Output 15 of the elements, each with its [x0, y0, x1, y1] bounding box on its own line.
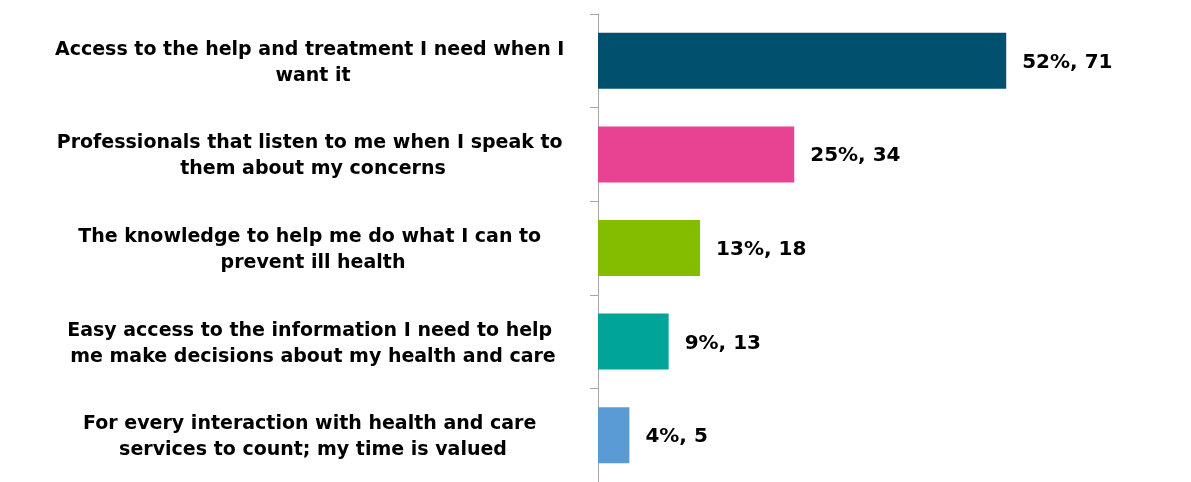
bar — [598, 220, 701, 276]
y-tick-label: For every interaction with health and care services to count; my time is valued — [83, 411, 543, 460]
data-label: 52%, 71 — [1022, 48, 1113, 73]
y-tick-label: Professionals that listen to me when I speak to them about my concerns — [56, 130, 570, 179]
data-label: 13%, 18 — [716, 236, 807, 260]
data-label: 4%, 5 — [645, 423, 708, 448]
bar — [598, 313, 669, 370]
y-tick-label: Easy access to the information I need to help me make decisions about my health and care — [67, 317, 559, 366]
data-label: 9%, 13 — [684, 329, 762, 354]
data-label: 25%, 34 — [810, 142, 901, 167]
y-tick-label: The knowledge to help me do what I can to prevent ill health — [78, 224, 548, 272]
bar — [598, 407, 630, 464]
bar — [598, 126, 795, 183]
y-tick-label: Access to the help and treatment I need when I want it — [54, 36, 572, 85]
bar — [598, 32, 1007, 89]
